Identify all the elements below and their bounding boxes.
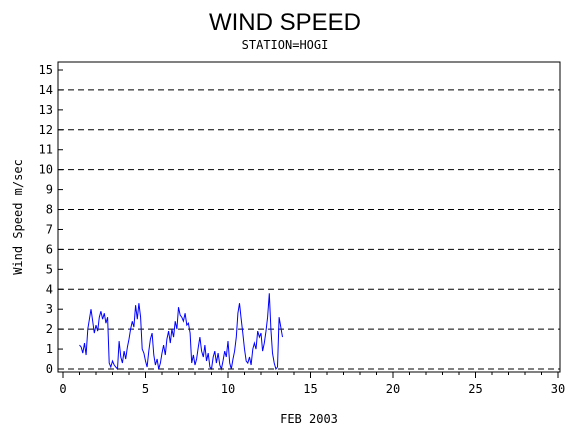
y-tick-label: 10 — [39, 163, 53, 177]
x-tick-label: 30 — [551, 382, 565, 396]
x-tick-label: 10 — [221, 382, 235, 396]
y-tick-label: 3 — [46, 302, 53, 316]
y-tick-label: 8 — [46, 203, 53, 217]
x-tick-label: 0 — [59, 382, 66, 396]
wind-speed-series-line — [79, 293, 283, 371]
x-tick-label: 20 — [386, 382, 400, 396]
y-tick-label: 13 — [39, 103, 53, 117]
y-tick-label: 12 — [39, 123, 53, 137]
gridlines — [58, 89, 560, 370]
plot-frame — [57, 61, 561, 373]
y-tick-label: 5 — [46, 262, 53, 276]
y-tick-label: 9 — [46, 183, 53, 197]
y-tick-label: 6 — [46, 242, 53, 256]
y-tick-label: 7 — [46, 222, 53, 236]
y-tick-label: 2 — [46, 322, 53, 336]
x-tick-label: 5 — [142, 382, 149, 396]
y-tick-label: 4 — [46, 282, 53, 296]
y-tick-label: 15 — [39, 63, 53, 77]
y-tick-label: 14 — [39, 83, 53, 97]
x-tick-label: 15 — [303, 382, 317, 396]
y-tick-label: 11 — [39, 143, 53, 157]
y-tick-label: 1 — [46, 342, 53, 356]
x-axis-label: FEB 2003 — [280, 412, 338, 426]
y-axis-label: Wind Speed m/sec — [11, 159, 25, 275]
chart-title: WIND SPEED — [209, 9, 361, 36]
chart-subtitle: STATION=HOGI — [242, 38, 329, 52]
y-tick-label: 0 — [46, 362, 53, 376]
x-tick-label: 25 — [468, 382, 482, 396]
